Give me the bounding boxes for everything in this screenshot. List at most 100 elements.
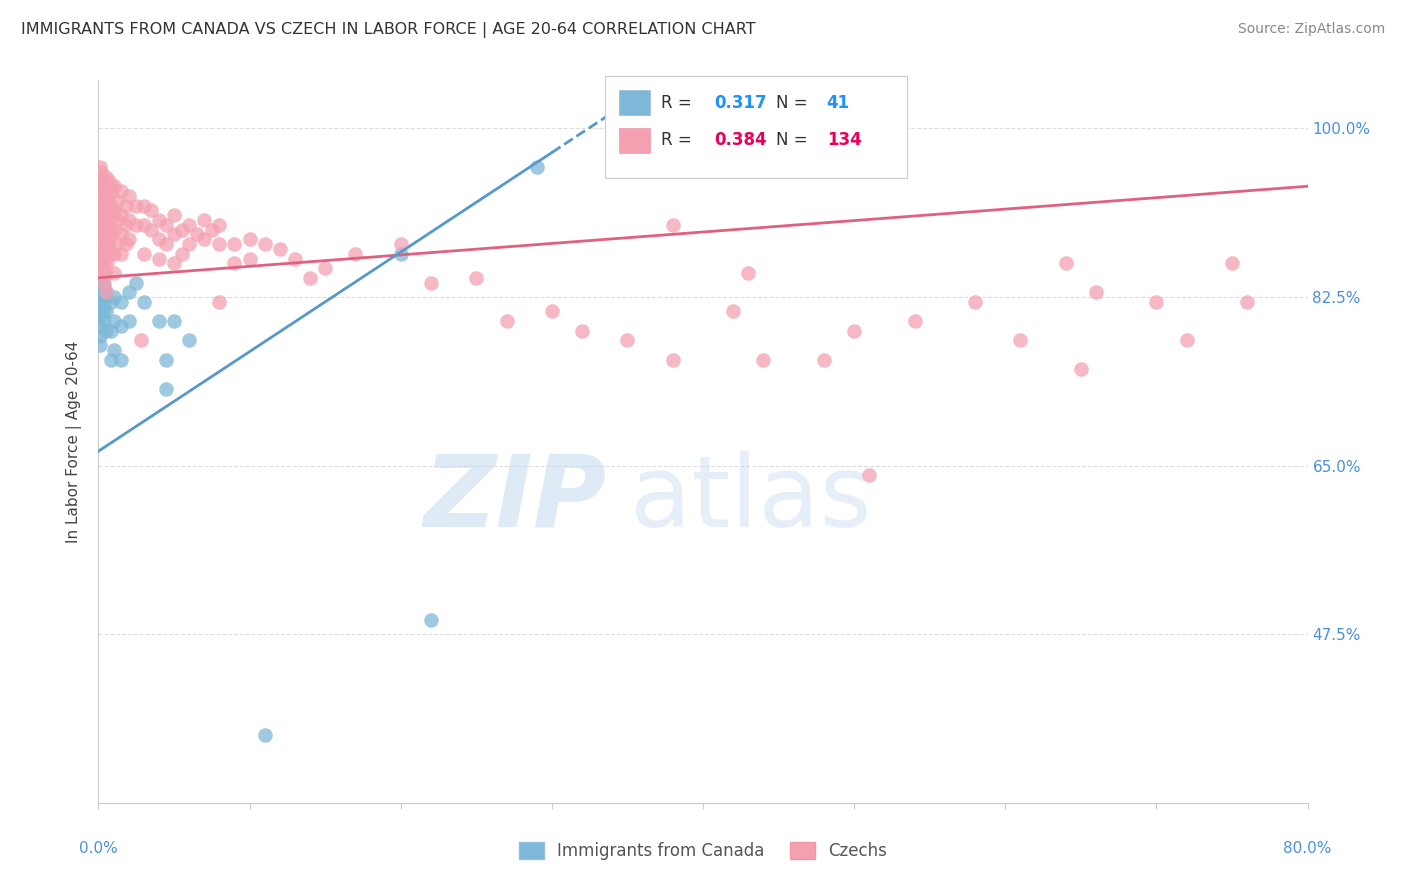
Point [141,203,163,218]
Point [118,314,141,328]
Point [1085,285,1108,300]
Point [752,352,775,367]
Point [163,256,186,270]
Point [269,242,291,256]
Point [103,314,125,328]
Point [89,198,111,212]
Point [94,246,117,260]
Point [90,203,112,218]
Point [89,169,111,184]
Point [389,246,412,260]
Point [118,285,141,300]
Point [844,324,866,338]
Point [299,270,322,285]
Point [93,276,115,290]
Point [170,246,193,260]
Point [155,237,177,252]
Point [148,252,170,266]
Point [114,237,136,252]
Point [129,334,152,348]
Point [193,213,215,227]
Point [239,232,262,246]
Point [94,169,117,184]
Point [208,218,231,232]
Point [90,285,112,300]
Point [125,198,148,212]
Point [103,203,125,218]
Point [96,218,118,232]
Point [94,266,117,280]
Point [170,222,193,236]
Point [179,334,201,348]
Point [163,227,186,242]
Point [110,294,132,309]
Point [90,242,112,256]
Point [526,160,548,174]
Point [148,213,170,227]
Point [661,352,683,367]
Point [495,314,517,328]
Point [253,237,276,252]
Point [284,252,307,266]
Point [91,290,114,304]
Point [110,246,132,260]
Point [89,328,111,343]
Point [93,294,115,309]
Point [105,194,128,208]
Point [90,184,112,198]
Point [571,324,593,338]
Point [344,246,367,260]
Point [125,276,148,290]
Point [91,246,114,260]
Point [163,208,186,222]
Point [89,290,111,304]
Point [239,252,262,266]
Point [1070,362,1092,376]
Point [1054,256,1077,270]
Point [100,352,122,367]
Point [904,314,927,328]
Text: R =: R = [661,94,697,112]
Point [89,160,111,174]
Text: atlas: atlas [630,450,872,548]
Point [125,218,148,232]
Point [208,237,231,252]
Point [179,218,201,232]
Point [94,285,117,300]
Point [89,318,111,333]
Text: 0.317: 0.317 [714,94,766,112]
Point [100,179,122,194]
Point [132,198,155,212]
Point [89,208,111,222]
Point [91,227,114,242]
Point [201,222,224,236]
Point [101,227,124,242]
Point [540,304,562,318]
Point [94,227,117,242]
Point [89,261,111,276]
Point [91,266,114,280]
Point [94,324,117,338]
Text: N =: N = [776,94,813,112]
Point [93,256,115,270]
Point [813,352,835,367]
Text: 134: 134 [827,131,862,149]
Point [105,237,128,252]
Point [93,280,115,294]
Point [253,728,276,742]
Point [93,218,115,232]
Point [110,227,132,242]
Point [103,290,125,304]
Point [1236,294,1258,309]
Point [105,213,128,227]
Point [858,468,880,483]
Point [616,334,638,348]
Point [93,179,115,194]
Point [103,343,125,357]
Legend: Immigrants from Canada, Czechs: Immigrants from Canada, Czechs [512,835,894,867]
Point [91,213,114,227]
Point [94,189,117,203]
Point [90,294,112,309]
Point [110,208,132,222]
Text: 80.0%: 80.0% [1284,841,1331,856]
